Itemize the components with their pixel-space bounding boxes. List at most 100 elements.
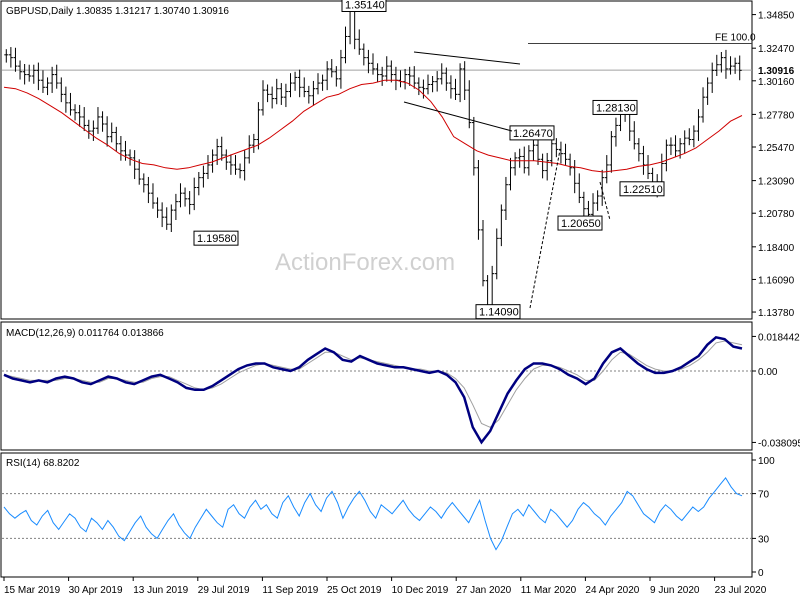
price-title: GBPUSD,Daily 1.30835 1.31217 1.30740 1.3… bbox=[6, 6, 229, 17]
ohlc-bar bbox=[265, 84, 270, 103]
ohlc-bar bbox=[737, 55, 742, 81]
ohlc-bar bbox=[325, 61, 330, 91]
price-ytick-label: 1.18400 bbox=[758, 243, 795, 254]
ohlc-bar bbox=[540, 153, 545, 179]
ohlc-bar bbox=[687, 128, 692, 146]
x-tick-label: 10 Dec 2019 bbox=[392, 585, 449, 596]
ohlc-bar bbox=[173, 193, 178, 220]
ohlc-bar bbox=[531, 137, 536, 161]
ohlc-bar bbox=[183, 187, 188, 207]
svg-text:1.20650: 1.20650 bbox=[561, 218, 601, 230]
svg-text:1.22510: 1.22510 bbox=[623, 184, 663, 196]
ohlc-bar bbox=[444, 67, 449, 91]
ohlc-bar bbox=[554, 138, 559, 158]
ohlc-bar bbox=[114, 126, 119, 152]
ohlc-bar bbox=[219, 136, 224, 161]
ohlc-bar bbox=[256, 102, 261, 150]
price-annotation: 1.22510 bbox=[619, 181, 665, 197]
rsi-panel bbox=[0, 452, 753, 578]
ohlc-bar bbox=[288, 73, 293, 98]
ohlc-bar bbox=[435, 71, 440, 92]
macd-panel bbox=[0, 321, 753, 451]
ohlc-bar bbox=[613, 117, 618, 147]
ohlc-bar bbox=[63, 86, 68, 113]
ohlc-bar bbox=[45, 77, 50, 96]
svg-text:1.26470: 1.26470 bbox=[513, 128, 553, 140]
ohlc-bar bbox=[86, 119, 91, 139]
ohlc-bar bbox=[274, 78, 279, 105]
ohlc-bar bbox=[384, 56, 389, 82]
ohlc-bar bbox=[641, 145, 646, 175]
ohlc-bar bbox=[407, 66, 412, 86]
x-tick-label: 15 Mar 2019 bbox=[4, 585, 61, 596]
ohlc-bar bbox=[178, 183, 183, 208]
last-price-label: 1.30916 bbox=[758, 66, 795, 77]
price-annotation: 1.14090 bbox=[475, 304, 521, 320]
moving-average-line bbox=[3, 79, 743, 173]
ohlc-bar bbox=[458, 63, 463, 103]
ohlc-bar bbox=[297, 69, 302, 98]
price-ytick-label: 1.13780 bbox=[758, 308, 795, 319]
watermark: ActionForex.com bbox=[275, 249, 455, 276]
ohlc-bar bbox=[196, 172, 201, 196]
ohlc-bar bbox=[696, 109, 701, 141]
ohlc-bar bbox=[320, 74, 325, 91]
rsi-line bbox=[3, 477, 743, 551]
ohlc-bar bbox=[366, 49, 371, 74]
ohlc-bar bbox=[577, 173, 582, 204]
ohlc-bar bbox=[691, 125, 696, 148]
ohlc-bar bbox=[141, 173, 146, 193]
ohlc-bar bbox=[36, 62, 41, 91]
ohlc-bar bbox=[636, 138, 641, 162]
price-ytick-label: 1.16090 bbox=[758, 275, 795, 286]
price-annotation: 1.28130 bbox=[592, 99, 638, 115]
ohlc-bar bbox=[238, 163, 243, 179]
ohlc-bar bbox=[503, 176, 508, 220]
ohlc-bar bbox=[260, 80, 265, 116]
ohlc-bar bbox=[604, 155, 609, 184]
ohlc-bar bbox=[467, 80, 472, 129]
ohlc-bar bbox=[251, 133, 256, 153]
ohlc-bar bbox=[302, 77, 307, 98]
price-ytick-label: 1.32470 bbox=[758, 44, 795, 55]
ohlc-bar bbox=[357, 29, 362, 55]
price-ytick-label: 1.20780 bbox=[758, 209, 795, 220]
ohlc-bar bbox=[494, 228, 499, 280]
x-tick-label: 9 Jun 2020 bbox=[650, 585, 700, 596]
ohlc-bar bbox=[224, 149, 229, 170]
ohlc-bar bbox=[568, 153, 573, 176]
channel-lines bbox=[403, 51, 521, 132]
ohlc-bar bbox=[73, 104, 78, 121]
ohlc-bar bbox=[100, 111, 105, 132]
ohlc-bar bbox=[40, 70, 45, 93]
ohlc-bar bbox=[22, 64, 27, 85]
price-annotation: 1.35140 bbox=[341, 0, 387, 12]
x-tick-label: 25 Oct 2019 bbox=[327, 585, 382, 596]
price-ytick-label: 1.30160 bbox=[758, 77, 795, 88]
ohlc-bar bbox=[105, 116, 110, 147]
price-ytick-label: 1.34850 bbox=[758, 11, 795, 22]
ohlc-bar bbox=[476, 160, 481, 240]
ohlc-bar bbox=[719, 52, 724, 73]
ohlc-bar bbox=[389, 60, 394, 83]
macd-line bbox=[3, 335, 743, 445]
ohlc-bar bbox=[522, 146, 527, 174]
ohlc-bar bbox=[448, 75, 453, 99]
last-price-box bbox=[753, 63, 799, 78]
ohlc-bar bbox=[315, 73, 320, 95]
ohlc-bar bbox=[8, 47, 13, 68]
ohlc-bar bbox=[146, 176, 151, 204]
ohlc-bar bbox=[380, 66, 385, 86]
ohlc-bar bbox=[517, 148, 522, 168]
ohlc-bar bbox=[128, 149, 133, 166]
rsi-ytick-label: 100 bbox=[758, 456, 775, 467]
ohlc-bar bbox=[233, 155, 238, 175]
svg-text:1.35140: 1.35140 bbox=[345, 0, 385, 11]
price-annotation: 1.19580 bbox=[193, 230, 239, 246]
ohlc-bar bbox=[701, 87, 706, 123]
ohlc-bar bbox=[311, 80, 316, 106]
ohlc-bar bbox=[710, 62, 715, 93]
ohlc-bar bbox=[430, 76, 435, 93]
ohlc-bar bbox=[293, 71, 298, 91]
ohlc-bar bbox=[27, 64, 32, 82]
